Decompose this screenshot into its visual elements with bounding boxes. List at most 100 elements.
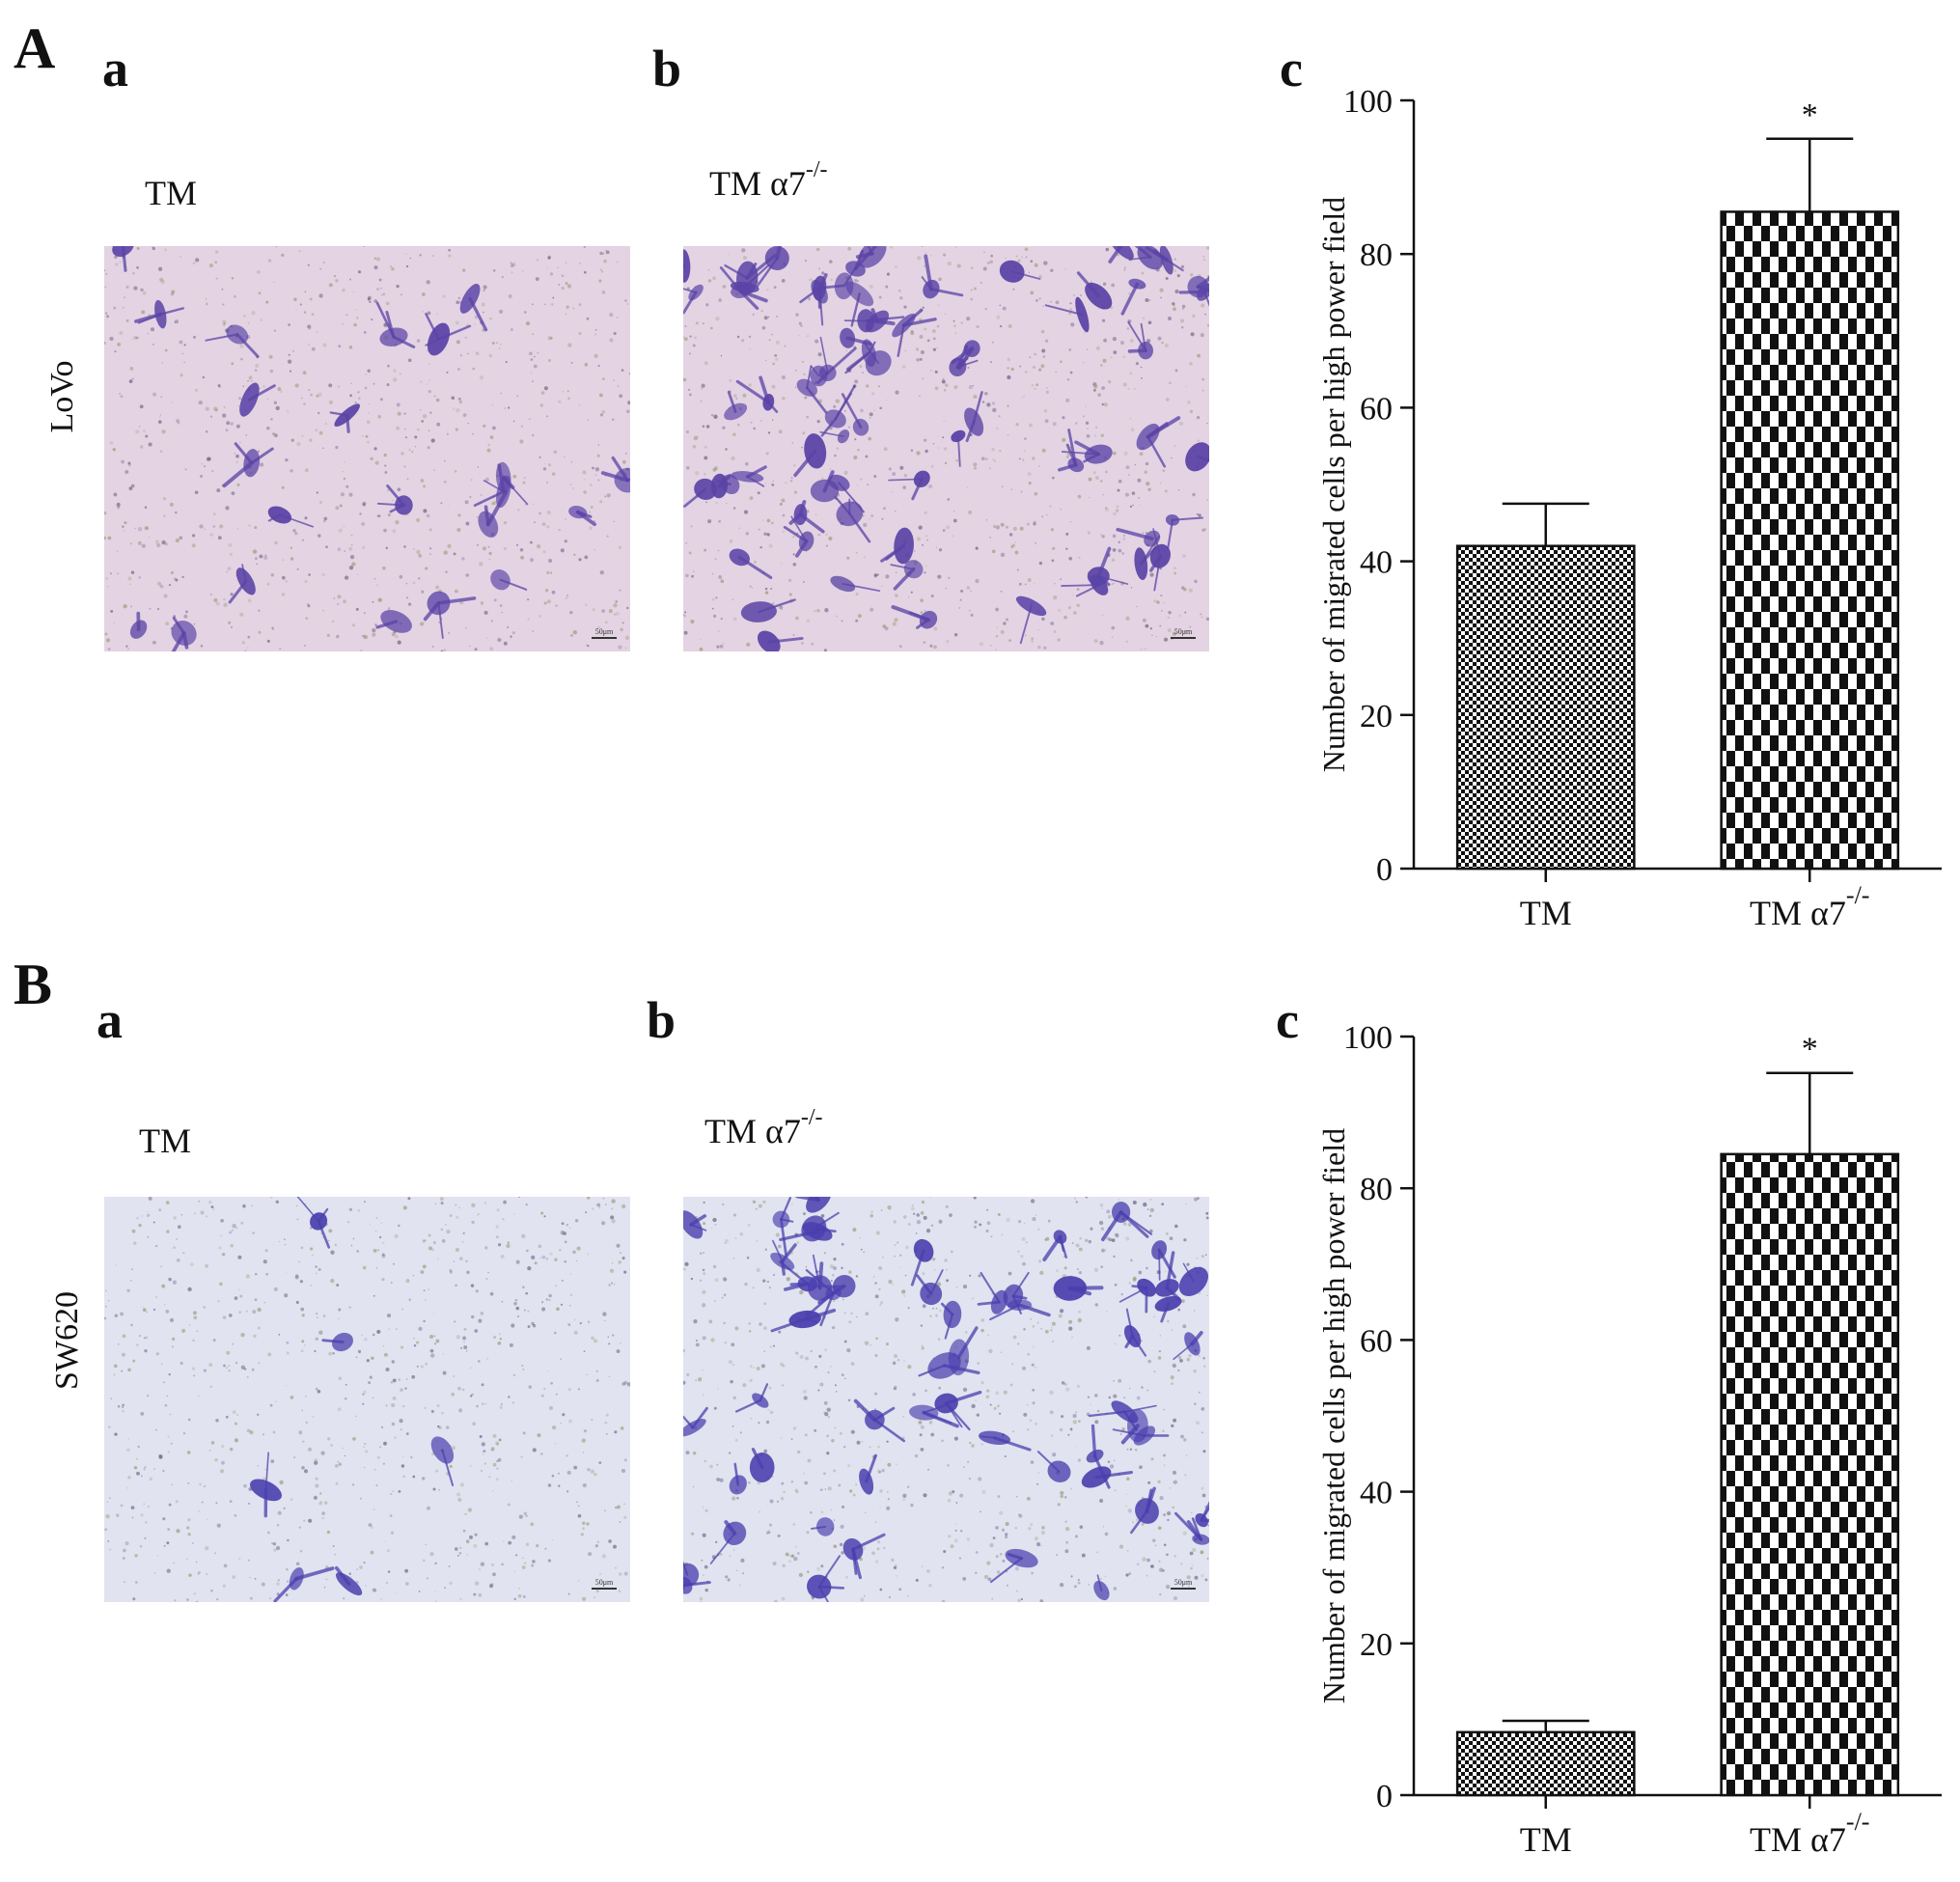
cell xyxy=(1058,429,1085,473)
cell xyxy=(819,429,850,444)
y-tick-label: 100 xyxy=(1343,1020,1393,1056)
cell xyxy=(293,1197,331,1249)
cell xyxy=(1187,268,1209,298)
scale-bar: 50μm xyxy=(592,1578,617,1590)
row-label-lovo: LoVo xyxy=(44,360,80,433)
cell xyxy=(949,345,979,377)
cell xyxy=(1174,1511,1209,1545)
cell xyxy=(334,1565,363,1596)
cell xyxy=(830,575,881,593)
cell xyxy=(977,1271,1008,1315)
cell xyxy=(1185,442,1209,472)
cell xyxy=(795,1197,832,1213)
y-tick-label: 20 xyxy=(1360,699,1393,734)
cell xyxy=(989,1548,1038,1584)
cell xyxy=(1044,296,1090,333)
sublabel-a-b: b xyxy=(652,40,682,97)
scale-bar-label: 50μm xyxy=(595,627,614,636)
sublabel-a-c: c xyxy=(1280,40,1303,97)
significance-marker: * xyxy=(1802,1032,1818,1067)
y-tick-label: 0 xyxy=(1376,1779,1393,1814)
sublabel-b-c: c xyxy=(1276,991,1299,1049)
y-tick-label: 40 xyxy=(1360,1476,1393,1511)
cell xyxy=(756,246,789,288)
cell xyxy=(1173,1331,1203,1361)
cell xyxy=(934,1390,982,1431)
cell xyxy=(683,1210,707,1239)
cell xyxy=(1178,1262,1209,1297)
cell xyxy=(783,515,814,558)
scale-bar-label: 50μm xyxy=(1174,627,1193,636)
scale-bar-label: 50μm xyxy=(1174,1578,1193,1587)
cell xyxy=(729,548,773,580)
condition-label-b-tm-a7: TM α7-/- xyxy=(704,1105,823,1150)
cell xyxy=(811,273,828,309)
cell xyxy=(772,1197,794,1257)
cell xyxy=(1116,527,1161,547)
cell xyxy=(859,1453,877,1495)
cell xyxy=(788,500,825,534)
y-tick-label: 80 xyxy=(1360,1172,1393,1207)
cell xyxy=(1053,1276,1104,1301)
cell xyxy=(683,1576,711,1602)
cell xyxy=(951,429,966,467)
cell xyxy=(1165,513,1203,549)
cell xyxy=(1081,1466,1134,1488)
cell xyxy=(1087,546,1129,587)
cell xyxy=(793,433,827,478)
cell xyxy=(735,375,779,413)
cell xyxy=(890,560,924,591)
panel-letter-b: B xyxy=(14,953,53,1016)
x-tick-label: TM xyxy=(1520,894,1572,932)
condition-label-b-tm: TM xyxy=(139,1121,191,1160)
cell xyxy=(841,393,870,436)
cell xyxy=(222,442,274,488)
cell xyxy=(810,1517,835,1536)
cell xyxy=(1154,1295,1182,1323)
cell xyxy=(568,506,597,527)
cell xyxy=(683,1555,700,1587)
cell xyxy=(796,365,828,414)
cell xyxy=(267,506,314,528)
cell xyxy=(845,281,874,327)
bar-chart-lovo: 0 20 40 60 80 100 Number of migrated cells per… xyxy=(1284,84,1949,955)
micrograph-lovo-tm: 50μm xyxy=(104,246,630,651)
cell xyxy=(1195,1492,1209,1528)
cell xyxy=(916,1269,944,1306)
y-tick-label: 60 xyxy=(1360,1323,1393,1359)
x-tick-label: TM α7-/- xyxy=(1750,881,1869,932)
cell xyxy=(921,254,964,299)
cell xyxy=(1127,320,1154,360)
cell xyxy=(807,1555,845,1602)
cell xyxy=(683,1406,708,1437)
cell xyxy=(375,301,416,348)
y-tick-label: 20 xyxy=(1360,1627,1393,1663)
cell xyxy=(1101,1202,1153,1242)
cell xyxy=(375,610,412,633)
cell xyxy=(273,1566,335,1602)
y-tick-label: 80 xyxy=(1360,237,1393,273)
cell xyxy=(1151,1240,1176,1281)
cell xyxy=(683,282,704,315)
row-label-sw620: SW620 xyxy=(49,1291,85,1390)
cell xyxy=(1093,1574,1110,1601)
cell xyxy=(757,630,804,651)
micrograph-sw620-tm: 50μm xyxy=(104,1197,630,1602)
bar-tm-a7 xyxy=(1720,1152,1900,1797)
y-tick-label: 40 xyxy=(1360,545,1393,581)
cell xyxy=(843,308,896,333)
scale-bar: 50μm xyxy=(1171,1578,1196,1590)
condition-label-a-tm-a7: TM α7-/- xyxy=(709,157,828,203)
condition-label-a-tm: TM xyxy=(145,174,197,212)
cell xyxy=(810,365,828,387)
cell xyxy=(478,489,509,538)
cell xyxy=(1015,595,1047,645)
cell xyxy=(910,1238,934,1287)
cell xyxy=(1149,528,1171,592)
cell xyxy=(730,263,770,293)
cell xyxy=(423,591,477,639)
scale-bar: 50μm xyxy=(592,627,617,639)
cell xyxy=(749,1448,775,1482)
cell xyxy=(1123,1308,1147,1357)
cell xyxy=(134,299,185,329)
